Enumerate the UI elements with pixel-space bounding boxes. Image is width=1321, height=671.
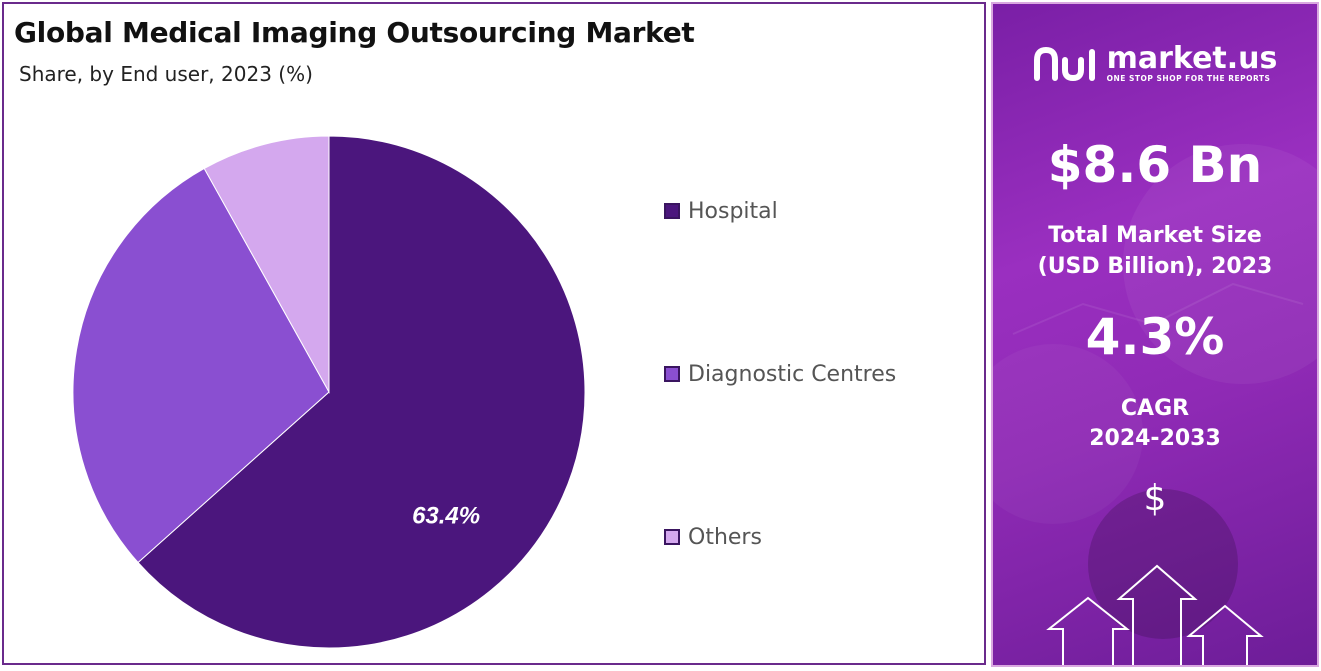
legend-label: Diagnostic Centres	[688, 361, 897, 387]
cagr-label-line2: 2024-2033	[1089, 426, 1221, 451]
data-label: 63.4%	[412, 503, 480, 530]
legend-label: Others	[688, 524, 762, 550]
legend-item: Hospital	[664, 198, 778, 224]
pie-slice-others	[203, 135, 330, 394]
market-size-label: Total Market Size (USD Billion), 2023	[993, 220, 1317, 282]
cagr-label-line1: CAGR	[1120, 396, 1190, 421]
up-arrows-icon	[1046, 564, 1264, 665]
brand-name: market.us	[1106, 41, 1278, 76]
chart-subtitle: Share, by End user, 2023 (%)	[19, 62, 313, 86]
brand-tagline: ONE STOP SHOP FOR THE REPORTS	[1106, 74, 1271, 83]
cagr-label: CAGR 2024-2033	[993, 394, 1317, 454]
pie-slice-diagnostic-centres	[72, 167, 330, 564]
chart-title: Global Medical Imaging Outsourcing Marke…	[14, 16, 695, 49]
dollar-icon: $	[1143, 478, 1167, 519]
background-decoration	[993, 144, 1317, 639]
legend-item: Others	[664, 524, 762, 550]
legend-swatch	[664, 529, 680, 545]
legend-swatch	[664, 366, 680, 382]
market-us-logo-icon	[1033, 46, 1095, 81]
brand-logo: market.us ONE STOP SHOP FOR THE REPORTS	[993, 44, 1317, 83]
legend-item: Diagnostic Centres	[664, 361, 896, 387]
info-panel: market.us ONE STOP SHOP FOR THE REPORTS …	[991, 2, 1319, 667]
market-size-label-line1: Total Market Size	[1048, 223, 1262, 248]
market-size-label-line2: (USD Billion), 2023	[1037, 254, 1273, 279]
pie-chart: 63.4%	[72, 135, 586, 649]
market-size-value: $8.6 Bn	[1047, 136, 1263, 194]
chart-panel: Global Medical Imaging Outsourcing Marke…	[2, 2, 986, 665]
legend-swatch	[664, 203, 680, 219]
legend-label: Hospital	[688, 198, 778, 224]
cagr-value: 4.3%	[1085, 308, 1225, 366]
pie-slice-hospital	[137, 135, 586, 649]
